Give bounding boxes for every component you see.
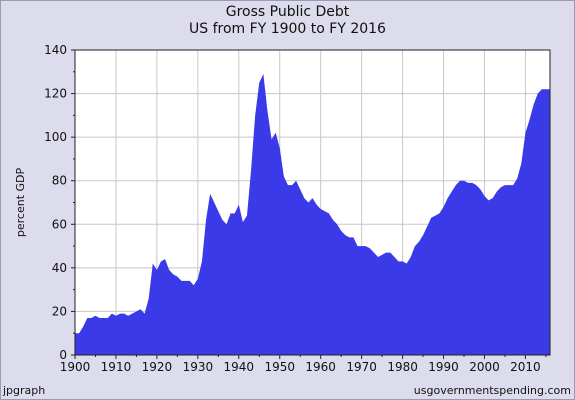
y-tick-label: 20: [52, 304, 67, 318]
x-tick-label: 2010: [510, 360, 541, 374]
credit-source: usgovernmentspending.com: [413, 384, 571, 397]
x-tick-label: 1980: [387, 360, 418, 374]
x-tick-label: 1940: [224, 360, 255, 374]
x-tick-label: 1990: [428, 360, 459, 374]
ticks: 1900 1910 1920 1930 1940 1950 1960 1970 1980 1990…: [44, 43, 547, 374]
x-tick-label: 1900: [60, 360, 91, 374]
x-tick-label: 1930: [183, 360, 214, 374]
chart-subtitle: US from FY 1900 to FY 2016: [189, 21, 386, 37]
y-tick-label: 140: [44, 43, 67, 57]
chart-title: Gross Public Debt: [225, 4, 350, 20]
x-tick-label: 1970: [346, 360, 377, 374]
y-tick-label: 80: [52, 174, 67, 188]
x-tick-label: 1920: [142, 360, 173, 374]
y-tick-label: 60: [52, 217, 67, 231]
x-tick-label: 1960: [305, 360, 336, 374]
x-tick-label: 2000: [469, 360, 500, 374]
y-axis-label: percent GDP: [14, 168, 27, 238]
y-tick-label: 40: [52, 261, 67, 275]
credit-jpgraph: jpgraph: [3, 384, 46, 397]
series-area: [75, 73, 550, 356]
y-tick-label: 120: [44, 87, 67, 101]
x-tick-label: 1910: [101, 360, 132, 374]
y-tick-label: 100: [44, 130, 67, 144]
y-tick-label: 0: [59, 348, 67, 362]
x-tick-label: 1950: [264, 360, 295, 374]
